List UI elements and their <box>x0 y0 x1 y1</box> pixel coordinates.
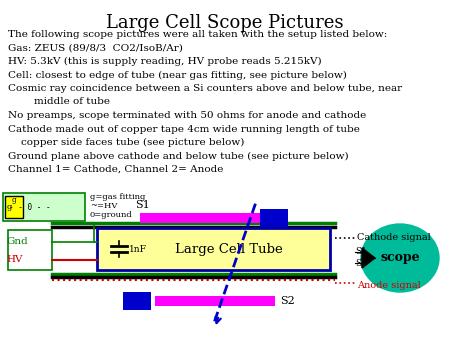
Text: S1: S1 <box>355 247 367 257</box>
Text: 0=ground: 0=ground <box>90 211 133 219</box>
Text: Cathode signal: Cathode signal <box>357 233 431 241</box>
Text: g: g <box>7 203 13 211</box>
Text: - - 0 - -: - - 0 - - <box>9 202 51 212</box>
Text: Ground plane above cathode and below tube (see picture below): Ground plane above cathode and below tub… <box>8 151 349 161</box>
FancyBboxPatch shape <box>5 196 23 218</box>
Text: The following scope pictures were all taken with the setup listed below:: The following scope pictures were all ta… <box>8 30 387 39</box>
Text: HV: 5.3kV (this is supply reading, HV probe reads 5.215kV): HV: 5.3kV (this is supply reading, HV pr… <box>8 57 322 66</box>
Text: Channel 1= Cathode, Channel 2= Anode: Channel 1= Cathode, Channel 2= Anode <box>8 165 223 174</box>
FancyBboxPatch shape <box>8 230 52 270</box>
Text: Cathode made out of copper tape 4cm wide running length of tube: Cathode made out of copper tape 4cm wide… <box>8 124 360 134</box>
FancyBboxPatch shape <box>155 296 275 306</box>
Text: Gnd: Gnd <box>6 238 28 246</box>
Ellipse shape <box>361 224 439 292</box>
Text: S1: S1 <box>135 200 150 210</box>
FancyBboxPatch shape <box>3 193 85 221</box>
Text: HV: HV <box>6 256 22 265</box>
FancyBboxPatch shape <box>260 209 288 227</box>
Text: S2: S2 <box>355 259 367 267</box>
Text: ~=HV: ~=HV <box>90 202 117 210</box>
Polygon shape <box>362 248 375 268</box>
Text: Anode signal: Anode signal <box>357 282 421 290</box>
Text: scope: scope <box>380 251 420 265</box>
Text: g=gas fitting: g=gas fitting <box>90 193 145 201</box>
Text: S2: S2 <box>280 296 295 306</box>
Text: Cell: closest to edge of tube (near gas fitting, see picture below): Cell: closest to edge of tube (near gas … <box>8 71 347 80</box>
Text: Large Cell Tube: Large Cell Tube <box>175 242 283 256</box>
Text: g: g <box>12 196 16 204</box>
Text: Large Cell Scope Pictures: Large Cell Scope Pictures <box>106 14 344 32</box>
Text: Cosmic ray coincidence between a Si counters above and below tube, near: Cosmic ray coincidence between a Si coun… <box>8 84 402 93</box>
Text: middle of tube: middle of tube <box>8 97 110 106</box>
Text: copper side faces tube (see picture below): copper side faces tube (see picture belo… <box>8 138 244 147</box>
FancyBboxPatch shape <box>123 292 151 310</box>
Text: 1nF: 1nF <box>129 245 147 255</box>
Text: No preamps, scope terminated with 50 ohms for anode and cathode: No preamps, scope terminated with 50 ohm… <box>8 111 366 120</box>
FancyBboxPatch shape <box>97 228 330 270</box>
Text: Gas: ZEUS (89/8/3  CO2/IsoB/Ar): Gas: ZEUS (89/8/3 CO2/IsoB/Ar) <box>8 44 183 52</box>
FancyBboxPatch shape <box>140 213 260 223</box>
